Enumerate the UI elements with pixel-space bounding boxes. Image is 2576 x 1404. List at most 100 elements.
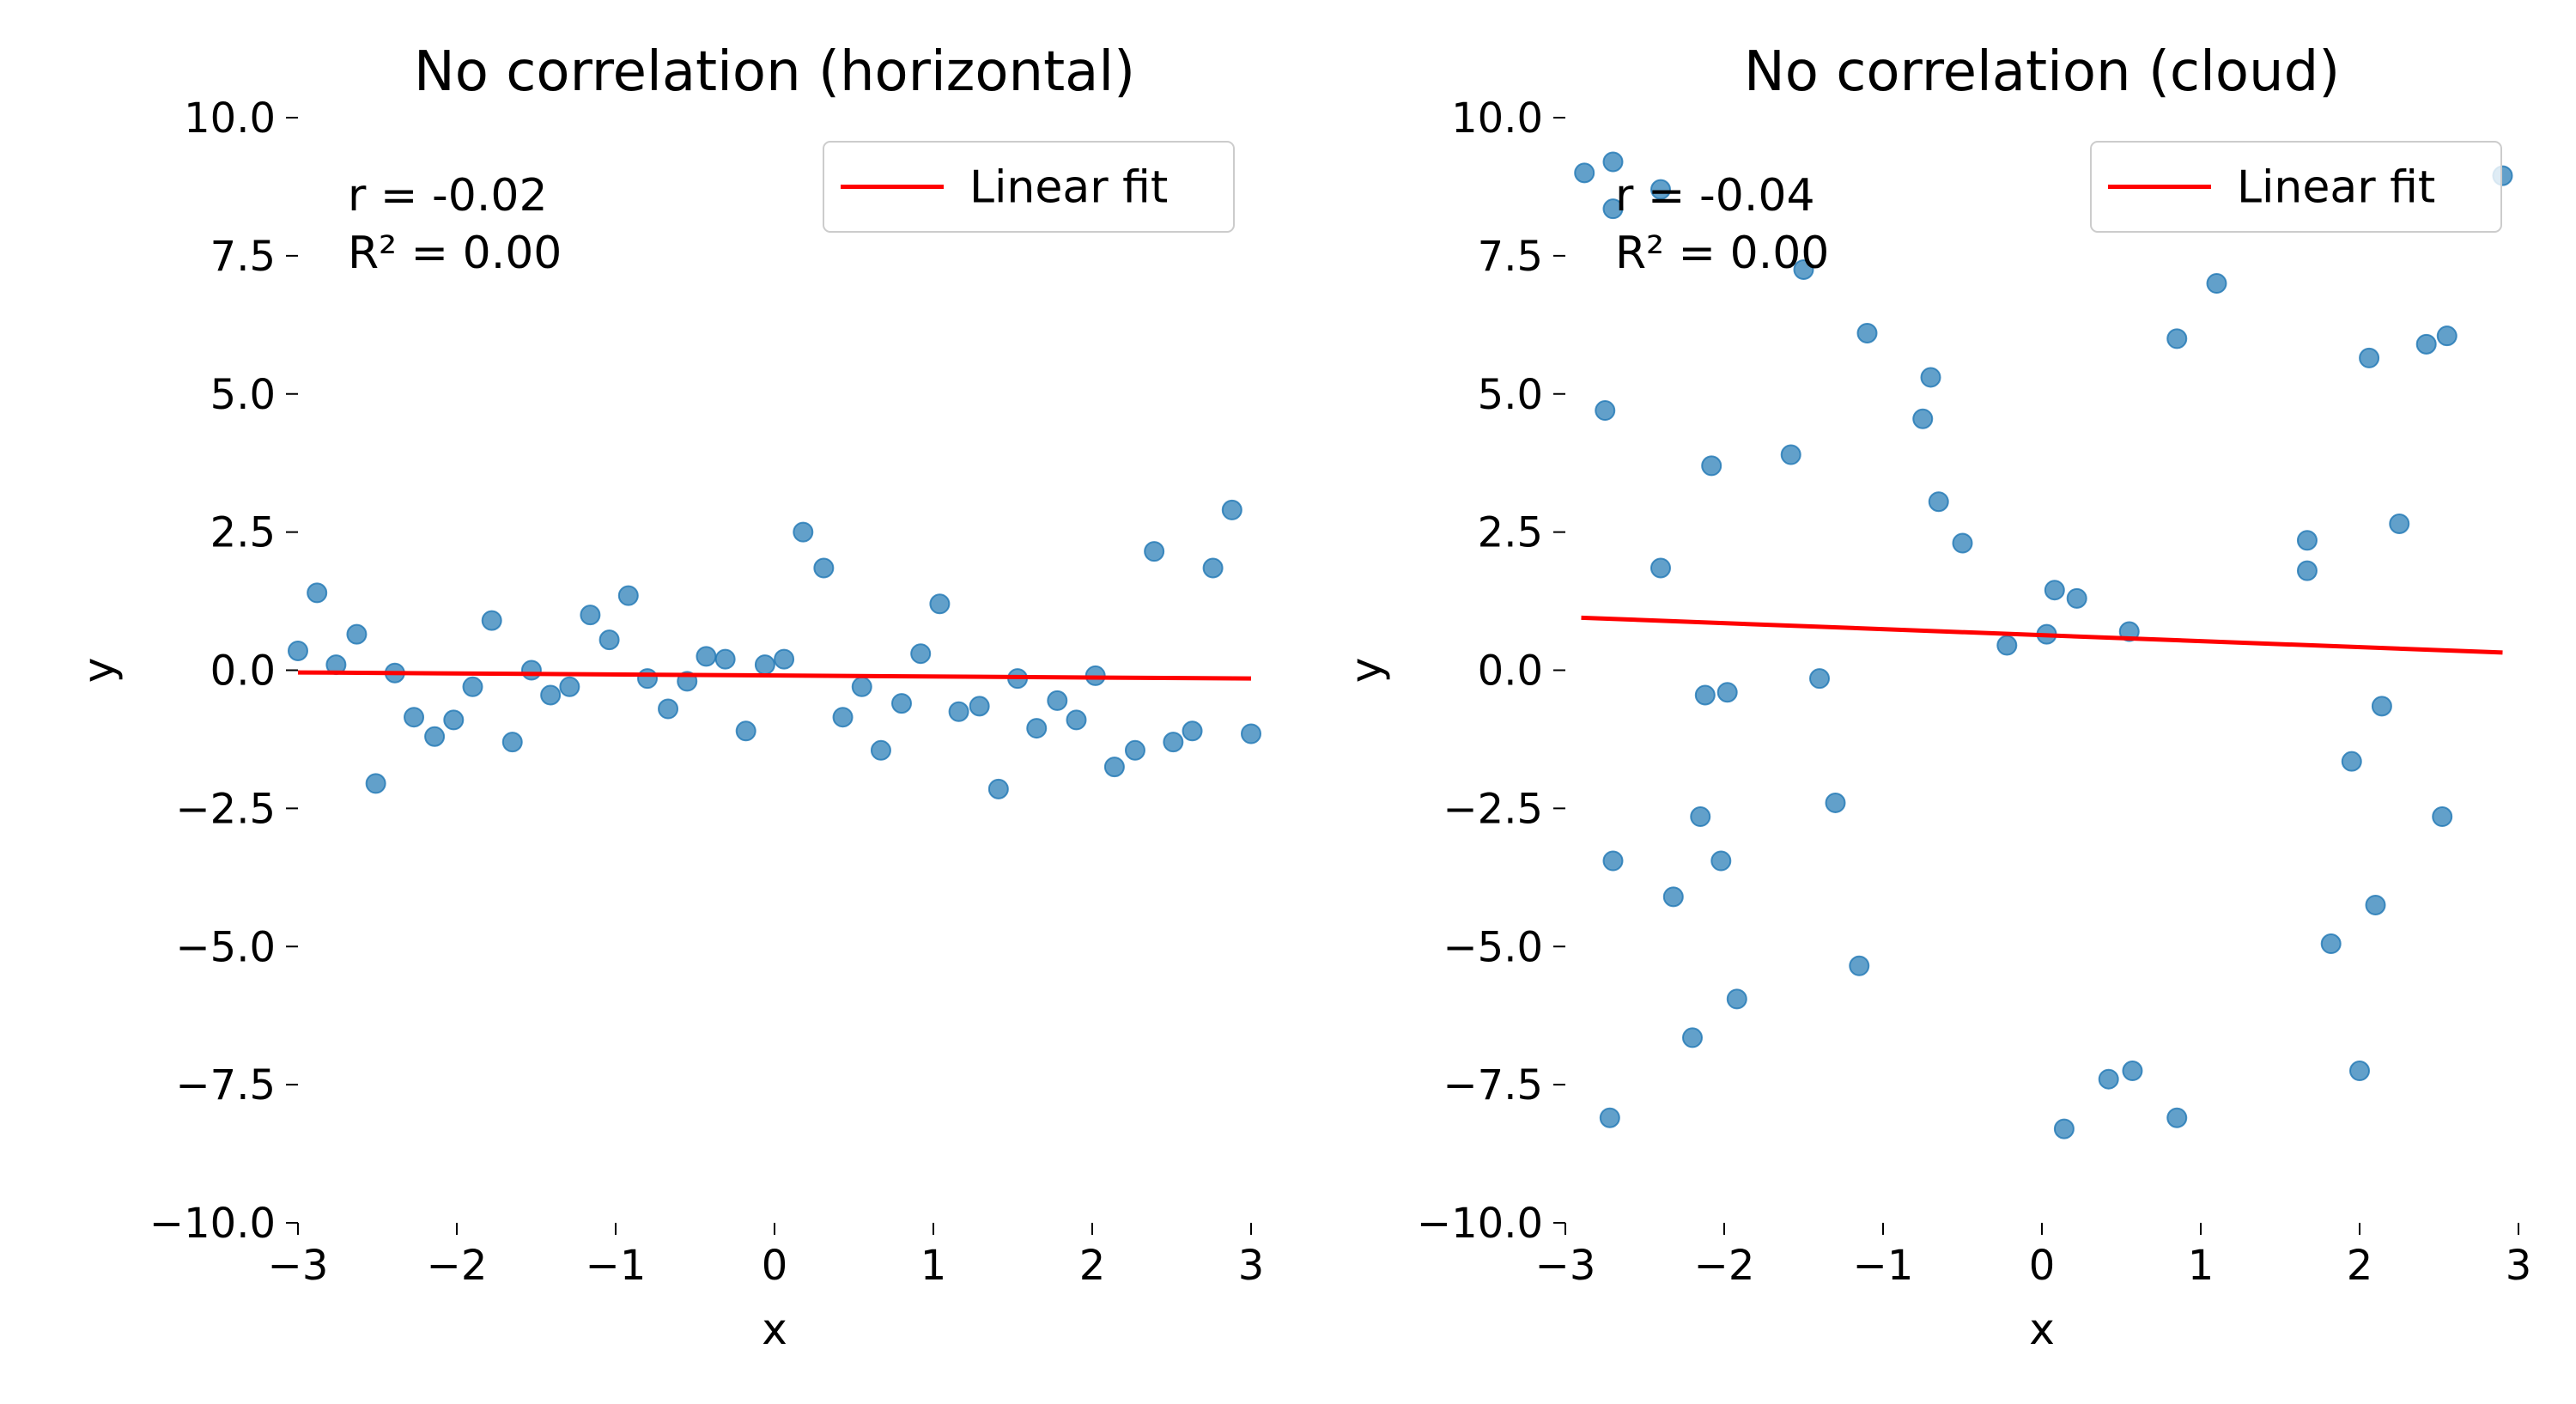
legend-box	[823, 141, 1235, 233]
data-point	[1825, 792, 1846, 813]
y-tick-label: 10.0	[1451, 94, 1543, 143]
data-point	[1599, 1107, 1620, 1128]
data-point	[910, 643, 932, 665]
data-point	[1920, 367, 1941, 388]
y-tick-label: −10.0	[149, 1200, 276, 1248]
data-point	[1694, 684, 1716, 706]
data-point	[365, 773, 386, 794]
y-tick-label: 2.5	[210, 509, 276, 557]
data-point	[2349, 1061, 2370, 1082]
data-point	[1650, 179, 1671, 200]
data-point	[1809, 668, 1830, 690]
legend-label: Linear fit	[2237, 162, 2435, 214]
x-tick-label: 3	[1238, 1242, 1265, 1290]
data-point	[2371, 696, 2392, 717]
data-point	[617, 585, 639, 606]
data-point	[1726, 988, 1747, 1010]
data-point	[1602, 151, 1624, 173]
x-tick-label: 3	[2506, 1242, 2532, 1290]
data-point	[481, 610, 502, 631]
data-point	[1124, 739, 1145, 761]
stats-annotation: R² = 0.00	[1615, 228, 1829, 279]
data-point	[1996, 635, 2018, 656]
data-point	[2122, 1061, 2143, 1082]
data-point	[969, 696, 990, 717]
data-point	[735, 720, 756, 742]
chart-title: No correlation (cloud)	[1744, 40, 2340, 104]
data-point	[714, 648, 736, 670]
data-point	[1026, 718, 1048, 739]
data-point	[1912, 408, 1934, 429]
data-point	[1182, 720, 1203, 742]
data-point	[987, 778, 1009, 799]
y-tick-label: 5.0	[1478, 371, 1543, 419]
data-point	[1701, 455, 1722, 477]
data-point	[1047, 690, 1068, 711]
x-axis-label: x	[2029, 1304, 2055, 1354]
y-tick-label: 5.0	[210, 371, 276, 419]
y-tick-label: 10.0	[184, 94, 276, 143]
data-point	[1690, 806, 1711, 828]
data-point	[2066, 587, 2087, 609]
data-point	[1103, 757, 1125, 778]
stats-annotation: R² = 0.00	[348, 228, 562, 279]
data-point	[2436, 325, 2458, 347]
x-tick-label: −2	[427, 1242, 488, 1290]
y-tick-label: 7.5	[210, 233, 276, 281]
data-point	[2166, 328, 2188, 349]
chart-panel-2: No correlation (cloud) 10.0 7.5 5.0 2.5 0.0 −2…	[1341, 40, 2531, 1354]
y-tick-label: −10.0	[1417, 1200, 1543, 1248]
x-tick-label: −3	[1535, 1242, 1596, 1290]
data-point	[404, 707, 425, 728]
data-point	[658, 698, 679, 720]
data-point	[2432, 806, 2453, 828]
data-point	[288, 640, 308, 661]
data-point	[637, 668, 658, 690]
data-point	[891, 693, 912, 714]
y-tick-label: −7.5	[175, 1061, 276, 1109]
legend-box	[2090, 141, 2502, 233]
data-point	[1202, 557, 1224, 579]
x-tick-label: −2	[1694, 1242, 1755, 1290]
data-point	[2206, 273, 2227, 295]
data-point	[2098, 1068, 2119, 1090]
data-point	[2166, 1107, 2188, 1128]
data-point	[696, 646, 717, 667]
data-point	[793, 521, 814, 543]
y-axis-label: y	[74, 658, 124, 684]
data-point	[580, 605, 601, 626]
data-point	[2320, 933, 2342, 955]
data-point	[2053, 1118, 2075, 1140]
data-point	[851, 676, 872, 697]
legend: Linear fit	[2090, 141, 2502, 233]
data-point	[1952, 532, 1973, 554]
data-point	[1662, 886, 1684, 908]
stats-annotation: r = -0.04	[1615, 170, 1815, 222]
y-tick-label: 0.0	[1478, 647, 1543, 696]
data-point	[1066, 709, 1087, 731]
fit-line	[297, 670, 1252, 681]
x-tick-label: 1	[2188, 1242, 2215, 1290]
data-point	[2389, 513, 2410, 534]
data-point	[813, 557, 835, 579]
y-tick-label: −2.5	[175, 785, 276, 833]
legend: Linear fit	[823, 141, 1235, 233]
data-point	[2415, 333, 2437, 355]
stats-annotation: r = -0.02	[348, 170, 548, 222]
x-tick-label: 0	[762, 1242, 788, 1290]
y-tick-label: 2.5	[1478, 509, 1543, 557]
fit-line	[1581, 615, 2503, 655]
chart-title: No correlation (horizontal)	[414, 40, 1135, 104]
x-tick-label: 0	[2029, 1242, 2056, 1290]
y-tick-label: 0.0	[210, 647, 276, 696]
y-tick-label: −5.0	[175, 923, 276, 971]
data-point	[1163, 732, 1184, 753]
scatter-points	[1574, 151, 2513, 1140]
data-point	[832, 707, 854, 728]
data-point	[870, 739, 891, 761]
data-point	[2365, 894, 2386, 915]
data-point	[1793, 258, 1814, 280]
data-point	[774, 648, 795, 670]
x-tick-label: −3	[268, 1242, 329, 1290]
